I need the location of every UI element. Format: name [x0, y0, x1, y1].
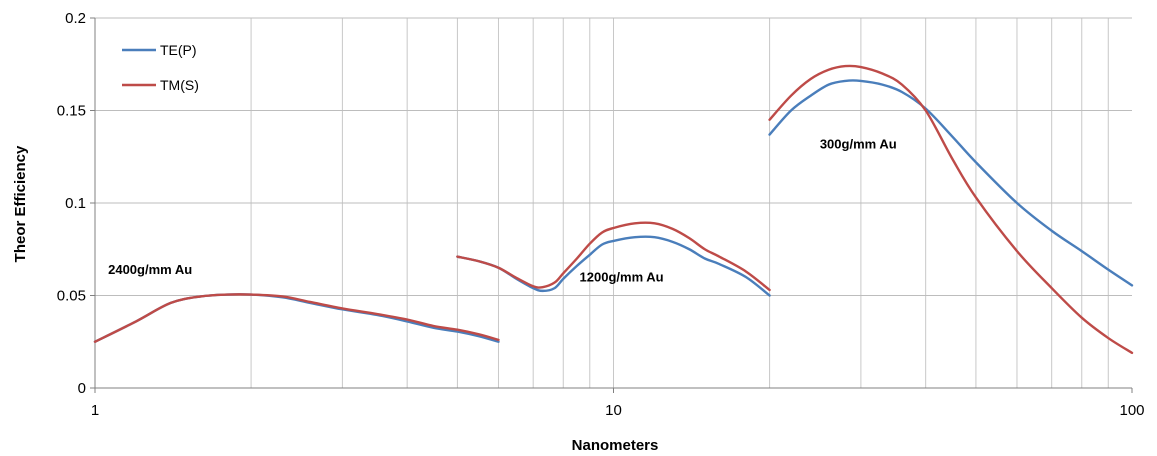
- annotation-label: 1200g/mm Au: [580, 270, 664, 285]
- y-tick-label: 0.1: [65, 195, 86, 212]
- series-line-tm-segment-3: [768, 64, 1134, 355]
- y-tick-label: 0.05: [57, 288, 86, 305]
- annotation-label: 2400g/mm Au: [108, 262, 192, 277]
- annotations: 2400g/mm Au 1200g/mm Au 300g/mm Au: [108, 136, 897, 284]
- series-line-tm-segment-2: [456, 221, 771, 292]
- legend-label-te: TE(P): [160, 42, 197, 58]
- grid-lines: [95, 17, 1132, 388]
- axes: [90, 17, 1133, 393]
- y-tick-label: 0: [78, 380, 86, 397]
- x-axis-label: Nanometers: [572, 437, 659, 454]
- annotation-label: 300g/mm Au: [820, 136, 897, 151]
- x-tick-label: 100: [1119, 402, 1144, 419]
- y-tick-label: 0.15: [57, 103, 86, 120]
- x-tick-label: 10: [605, 402, 622, 419]
- x-tick-label: 1: [91, 402, 99, 419]
- series-line-tm-segment-1: [93, 293, 500, 343]
- y-tick-label: 0.2: [65, 10, 86, 27]
- series-line-te-segment-3: [768, 79, 1134, 287]
- legend: TE(P) TM(S): [122, 42, 199, 93]
- series-lines: [93, 64, 1134, 355]
- series-line-te-segment-1: [93, 293, 500, 343]
- legend-label-tm: TM(S): [160, 77, 199, 93]
- tick-labels: 0 0.05 0.1 0.15 0.2 1 10 100: [57, 10, 1145, 419]
- y-axis-label: Theor Efficiency: [12, 145, 29, 262]
